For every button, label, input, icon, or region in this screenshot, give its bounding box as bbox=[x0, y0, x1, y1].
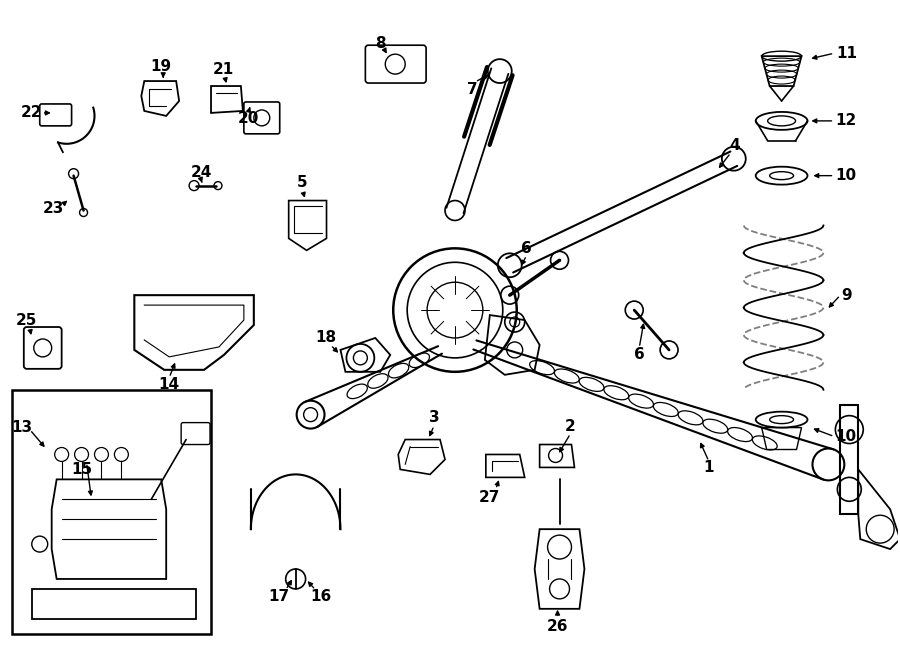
Text: 13: 13 bbox=[11, 420, 32, 435]
Text: 15: 15 bbox=[71, 462, 92, 477]
Text: 10: 10 bbox=[836, 429, 857, 444]
Text: 17: 17 bbox=[268, 590, 289, 604]
Text: 8: 8 bbox=[375, 36, 385, 51]
Text: 14: 14 bbox=[158, 377, 180, 392]
Text: 12: 12 bbox=[836, 114, 857, 128]
Text: 25: 25 bbox=[16, 313, 38, 328]
Text: 22: 22 bbox=[21, 105, 42, 120]
Text: 26: 26 bbox=[547, 619, 568, 635]
Text: 2: 2 bbox=[565, 419, 576, 434]
Text: 19: 19 bbox=[150, 59, 172, 73]
Text: 23: 23 bbox=[43, 201, 65, 216]
Text: 6: 6 bbox=[521, 241, 532, 256]
Text: 6: 6 bbox=[634, 348, 644, 362]
Text: 9: 9 bbox=[841, 288, 851, 303]
Text: 7: 7 bbox=[466, 81, 477, 97]
Text: 4: 4 bbox=[730, 138, 740, 153]
Text: 1: 1 bbox=[704, 460, 715, 475]
Text: 18: 18 bbox=[315, 330, 336, 346]
Text: 5: 5 bbox=[297, 175, 308, 190]
Text: 16: 16 bbox=[310, 590, 331, 604]
Text: 3: 3 bbox=[428, 410, 439, 425]
Text: 21: 21 bbox=[212, 61, 234, 77]
Text: 24: 24 bbox=[191, 165, 211, 180]
Bar bbox=[12, 390, 211, 634]
Text: 20: 20 bbox=[238, 112, 259, 126]
Text: 27: 27 bbox=[479, 490, 500, 505]
Text: 11: 11 bbox=[836, 46, 857, 61]
Text: 10: 10 bbox=[836, 168, 857, 183]
